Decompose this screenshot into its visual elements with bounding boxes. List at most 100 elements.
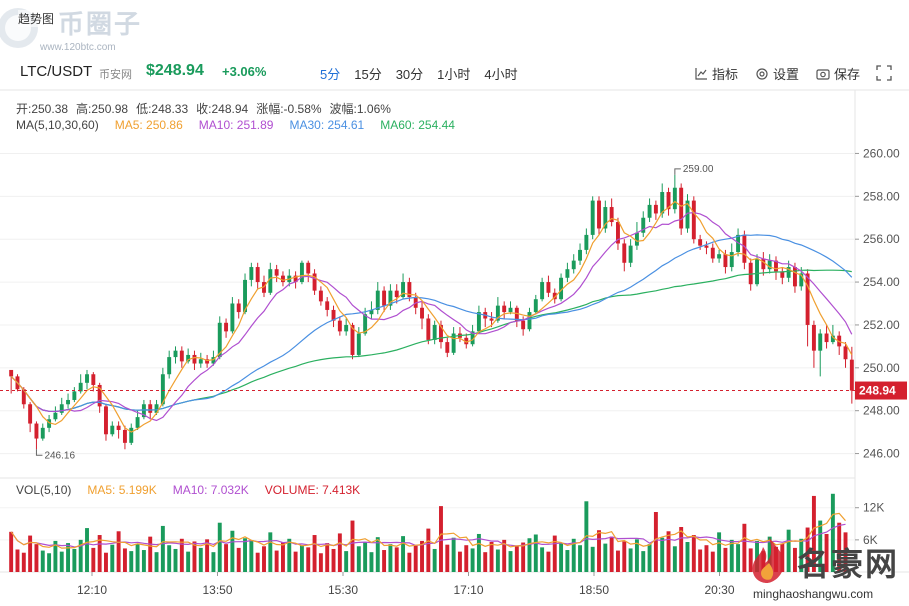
volume-bar	[464, 545, 469, 572]
tab-4h[interactable]: 4小时	[484, 67, 518, 82]
candle-body	[318, 290, 323, 302]
candle-body	[811, 324, 816, 351]
candle-body	[533, 299, 538, 313]
ohlc-amplitude: 波幅:1.06%	[329, 102, 391, 116]
volume-bar	[622, 541, 627, 572]
volume-bar	[211, 552, 216, 572]
volume-bar	[154, 552, 159, 572]
candle-body	[363, 314, 368, 334]
candle-body	[729, 252, 734, 268]
candle-body	[274, 269, 279, 276]
volume-bar	[66, 543, 71, 572]
candle-body	[742, 234, 747, 263]
volume-bar	[287, 538, 292, 572]
volume-bar	[274, 550, 279, 572]
volume-bar	[53, 540, 58, 572]
volume-bar	[312, 535, 317, 572]
volume-bar	[369, 552, 374, 572]
volume-bar	[375, 537, 380, 572]
candle-body	[603, 207, 608, 229]
candle-body	[217, 322, 222, 358]
volume-bar	[634, 539, 639, 572]
fullscreen-button[interactable]	[876, 65, 892, 86]
price-tick-label: 250.00	[863, 361, 900, 375]
candle-body	[72, 391, 77, 400]
volume-bar	[470, 548, 475, 572]
volume-bar	[192, 541, 197, 572]
volume-bar	[350, 520, 355, 572]
candle-body	[40, 427, 45, 439]
candle-body	[672, 187, 677, 210]
candle-body	[122, 429, 127, 443]
volume-bar	[230, 530, 235, 572]
tab-30m[interactable]: 30分	[395, 67, 424, 82]
price-tick-label: 258.00	[863, 189, 900, 203]
candle-body	[375, 290, 380, 310]
ohlc-low: 低:248.33	[136, 102, 189, 116]
price-tick-label: 246.00	[863, 447, 900, 461]
candle-body	[495, 305, 500, 321]
volume-bar	[249, 540, 254, 572]
candle-body	[173, 350, 178, 358]
candle-body	[192, 354, 197, 364]
tab-15m[interactable]: 15分	[354, 67, 382, 82]
volume-tick-label: 12K	[863, 501, 884, 515]
volume-bar	[672, 546, 677, 572]
indicators-button[interactable]: 指标	[694, 64, 738, 83]
candle-body	[616, 222, 620, 244]
tab-5m[interactable]: 5分	[320, 67, 341, 82]
candle-body	[483, 312, 488, 319]
price-tick-label: 252.00	[863, 318, 900, 332]
volume-bar	[356, 546, 361, 572]
candle-body	[15, 376, 20, 390]
volume-bar	[407, 552, 412, 572]
candle-body	[622, 243, 627, 263]
candle-body	[685, 200, 690, 229]
candle-body	[312, 273, 317, 291]
volume-bar	[401, 536, 406, 572]
camera-icon	[816, 68, 830, 80]
volume-bar	[268, 532, 273, 572]
candle-body	[249, 267, 254, 280]
candle-body	[641, 217, 646, 233]
candle-body	[774, 260, 778, 272]
candle-body	[110, 425, 115, 435]
candle-body	[306, 262, 311, 274]
price-tick-label: 260.00	[863, 146, 900, 160]
candle-body	[432, 324, 437, 340]
candle-body	[736, 234, 741, 253]
price-tick-label: 254.00	[863, 275, 900, 289]
bottom-logo-url: minghaoshangwu.com	[753, 587, 874, 601]
volume-bar	[236, 547, 241, 572]
volume-bar	[262, 546, 266, 572]
candle-body	[780, 271, 785, 278]
settings-button[interactable]: 设置	[755, 64, 799, 83]
candle-body	[546, 282, 551, 293]
candle-body	[243, 279, 247, 313]
exchange-name: 币安网	[99, 69, 132, 81]
volume-bar	[483, 552, 488, 572]
volume-bar	[729, 539, 734, 572]
time-tick-label: 15:30	[328, 583, 358, 597]
save-button[interactable]: 保存	[816, 64, 860, 83]
volume-bar	[641, 551, 646, 572]
candle-body	[53, 412, 58, 420]
volume-bar	[104, 552, 108, 572]
candle-body	[565, 269, 570, 278]
gear-icon	[756, 67, 768, 80]
candle-body	[717, 254, 722, 259]
candle-body	[28, 404, 33, 424]
volume-bar	[413, 545, 418, 572]
candle-body	[755, 258, 759, 285]
candle-body	[653, 204, 658, 214]
candle-body	[268, 269, 273, 293]
candle-body	[388, 290, 393, 306]
volume-bar	[363, 542, 368, 572]
ohlc-row: 开:250.38 高:250.98 低:248.33 收:248.94 涨幅:-0.58…	[16, 100, 399, 117]
tab-1h[interactable]: 1小时	[437, 67, 471, 82]
ohlc-high: 高:250.98	[76, 102, 129, 116]
volume-bar	[717, 532, 722, 572]
candle-body	[66, 399, 71, 405]
candle-body	[748, 262, 753, 285]
